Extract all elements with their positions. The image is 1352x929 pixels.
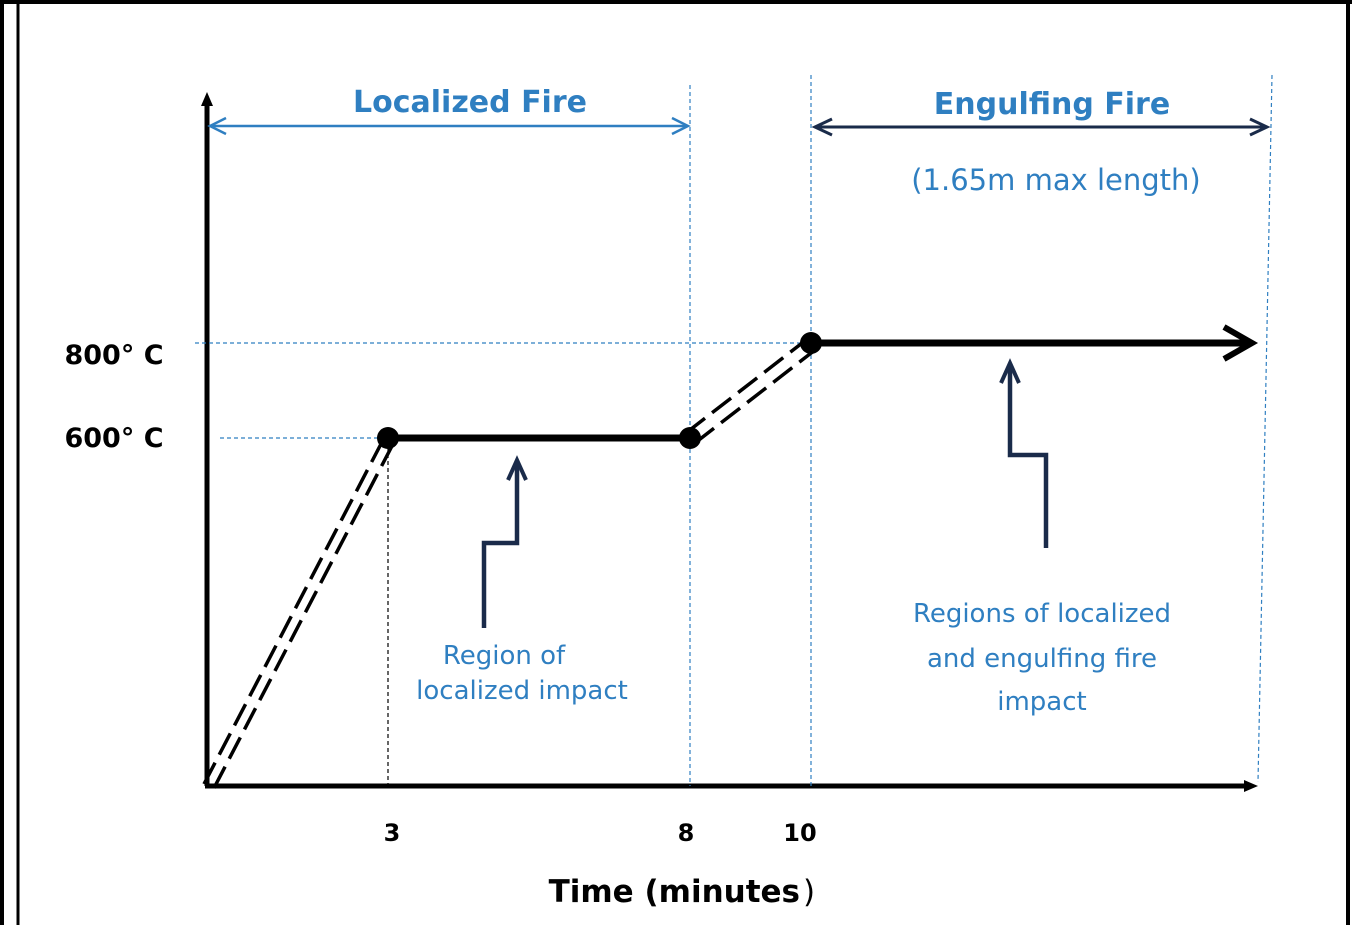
data-points xyxy=(377,332,822,449)
engulfing-span-left-head xyxy=(811,117,833,137)
ramp-initial-b xyxy=(212,445,394,789)
engulfing-length-note: (1.65m max length) xyxy=(911,163,1201,197)
point-3min-600 xyxy=(377,427,399,449)
localized-span-right-head xyxy=(671,116,691,136)
x-axis-title: Time (minutes xyxy=(549,874,800,910)
heating-ramps xyxy=(202,338,817,789)
x-axis-arrowhead xyxy=(1244,780,1258,792)
x-axis-title-close: ) xyxy=(803,874,815,910)
axes xyxy=(201,92,1258,792)
localized-region-label-line2: localized impact xyxy=(416,676,628,706)
point-10min-800 xyxy=(800,332,822,354)
engulfing-region-pointer xyxy=(1007,368,1049,548)
ramp-transition-a xyxy=(684,338,808,435)
x-tick-3: 3 xyxy=(384,819,401,847)
ramp-initial-a xyxy=(202,441,384,785)
localized-region-label-line1: Region of xyxy=(443,641,566,671)
x-tick-10: 10 xyxy=(783,819,816,847)
plateau-800-arrowhead xyxy=(1222,324,1259,362)
y-axis-arrowhead xyxy=(201,92,213,106)
localized-span-left-head xyxy=(207,116,227,136)
engulfing-region-label-line3: impact xyxy=(997,687,1086,717)
phase-title-localized: Localized Fire xyxy=(353,85,587,120)
engulfing-region-label-line1: Regions of localized xyxy=(913,599,1171,629)
engulfing-region-label-line2: and engulfing fire xyxy=(927,644,1157,674)
point-8min-600 xyxy=(679,427,701,449)
localized-region-pointer-head xyxy=(506,455,528,481)
x-tick-8: 8 xyxy=(678,819,695,847)
localized-region-pointer xyxy=(481,465,520,628)
y-label-600: 600° C xyxy=(64,423,163,454)
guide-right-edge xyxy=(1257,74,1273,783)
engulfing-region-pointer-head xyxy=(999,358,1021,384)
temperature-plateaus xyxy=(388,324,1259,442)
y-label-800: 800° C xyxy=(64,340,163,371)
ramp-transition-b xyxy=(693,348,817,445)
phase-title-engulfing: Engulfing Fire xyxy=(934,87,1170,122)
region-pointers xyxy=(481,358,1049,628)
engulfing-span-right-head xyxy=(1249,117,1271,137)
phase-span-arrows xyxy=(207,116,1271,137)
